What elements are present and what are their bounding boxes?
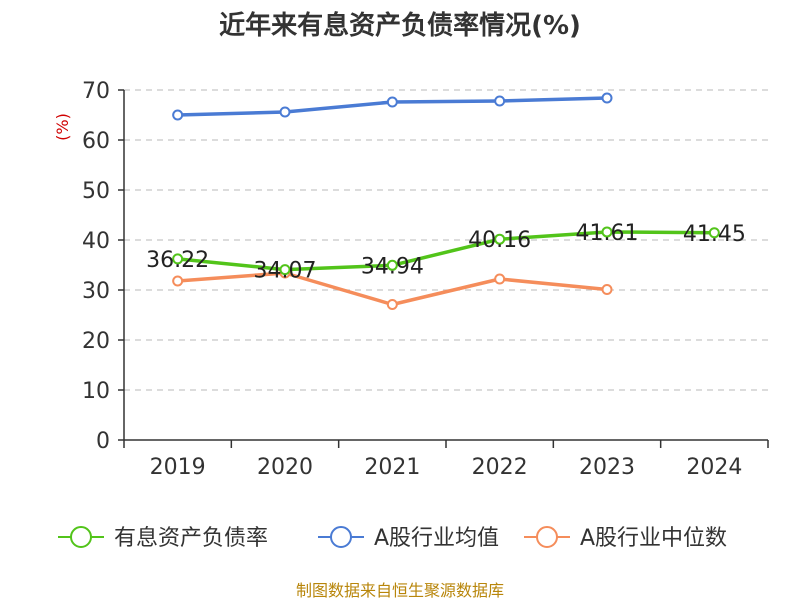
x-tick-label: 2024 bbox=[686, 455, 742, 480]
data-point[interactable] bbox=[172, 109, 184, 121]
data-point[interactable] bbox=[601, 92, 613, 104]
y-tick-label: 30 bbox=[82, 279, 110, 304]
data-point[interactable] bbox=[386, 259, 398, 271]
data-point[interactable] bbox=[386, 299, 398, 310]
x-tick-label: 2020 bbox=[257, 455, 313, 480]
data-point[interactable] bbox=[172, 275, 184, 287]
y-tick-label: 70 bbox=[82, 79, 110, 104]
legend-swatch-marker[interactable] bbox=[330, 526, 352, 548]
y-tick-label: 10 bbox=[82, 379, 110, 404]
legend-label[interactable]: 有息资产负债率 bbox=[114, 526, 268, 551]
data-point[interactable] bbox=[708, 227, 720, 239]
data-point[interactable] bbox=[494, 273, 506, 285]
x-axis-ticks: 2019 2020 2021 2022 2023 2024 bbox=[123, 440, 769, 480]
y-tick-label: 60 bbox=[82, 129, 110, 154]
grid-lines bbox=[124, 89, 768, 391]
legend-label[interactable]: A股行业中位数 bbox=[580, 526, 727, 551]
y-tick-label: 20 bbox=[82, 329, 110, 354]
source-note: 制图数据来自恒生聚源数据库 bbox=[296, 581, 504, 600]
data-label: 36.22 bbox=[146, 248, 209, 273]
data-point[interactable] bbox=[494, 233, 506, 245]
data-point[interactable] bbox=[601, 226, 613, 238]
y-tick-label: 50 bbox=[82, 179, 110, 204]
y-tick-label: 0 bbox=[96, 429, 110, 454]
y-axis-label: (%) bbox=[53, 113, 72, 141]
legend[interactable]: 有息资产负债率 A股行业均值 A股行业中位数 bbox=[58, 526, 727, 551]
data-point[interactable] bbox=[601, 284, 613, 295]
series-group bbox=[172, 92, 720, 310]
series-line bbox=[175, 230, 717, 272]
y-tick-label: 40 bbox=[82, 229, 110, 254]
data-point[interactable] bbox=[386, 96, 398, 108]
data-label: 40.16 bbox=[468, 228, 531, 253]
data-point[interactable] bbox=[172, 253, 184, 265]
data-label: 41.45 bbox=[683, 222, 746, 247]
data-label: 41.61 bbox=[576, 221, 639, 246]
y-axis-ticks: 0 10 20 30 40 50 60 70 bbox=[82, 79, 124, 454]
legend-swatch-marker[interactable] bbox=[70, 526, 92, 548]
axes bbox=[123, 90, 768, 441]
x-tick-label: 2023 bbox=[579, 455, 635, 480]
chart-title: 近年来有息资产负债率情况(%) bbox=[219, 10, 581, 41]
data-label: 34.94 bbox=[361, 254, 424, 279]
legend-swatch-marker[interactable] bbox=[536, 526, 558, 548]
x-tick-label: 2021 bbox=[364, 455, 420, 480]
data-point[interactable] bbox=[494, 95, 506, 107]
data-point[interactable] bbox=[279, 264, 291, 276]
data-label: 34.07 bbox=[254, 259, 317, 284]
legend-label[interactable]: A股行业均值 bbox=[374, 526, 499, 551]
data-labels: 36.22 34.07 34.94 40.16 41.61 41.45 bbox=[146, 221, 746, 284]
x-tick-label: 2019 bbox=[150, 455, 206, 480]
data-point[interactable] bbox=[279, 106, 291, 118]
x-tick-label: 2022 bbox=[472, 455, 528, 480]
